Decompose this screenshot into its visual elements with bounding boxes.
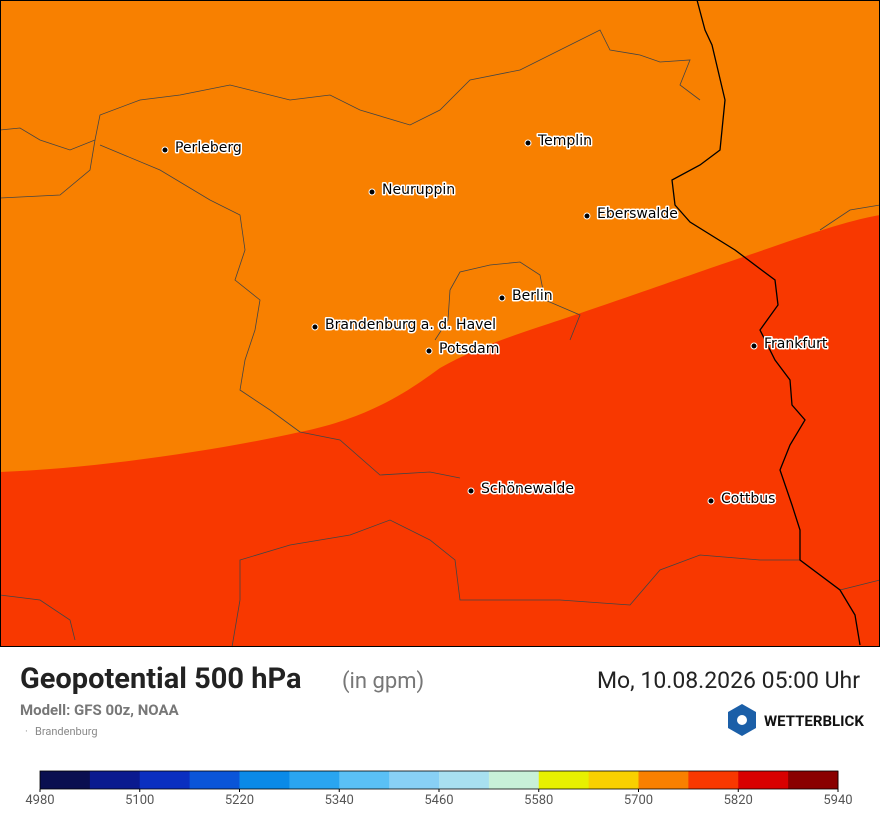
logo: WETTERBLICK	[728, 704, 864, 736]
colorbar-swatch	[738, 771, 789, 789]
colorbar-swatch	[638, 771, 689, 789]
colorbar-tick-label: 4980	[25, 793, 54, 808]
field-red	[0, 215, 880, 647]
colorbar-tick-label: 5340	[325, 793, 354, 808]
region: Brandenburg	[35, 725, 98, 738]
city-label: Templin	[537, 133, 592, 149]
model: Modell: GFS 00z, NOAA	[20, 701, 180, 719]
colorbar-tick-label: 5100	[125, 793, 154, 808]
city: Berlin	[498, 287, 554, 306]
city-dot	[524, 139, 532, 147]
colorbar-swatch	[439, 771, 490, 789]
colorbar-tick-label: 5820	[724, 793, 753, 808]
colorbar-swatch	[788, 771, 839, 789]
colorbar-swatch	[89, 771, 141, 789]
brand: WETTERBLICK	[764, 712, 864, 730]
city-label: Eberswalde	[597, 206, 678, 222]
city: Neuruppin	[368, 181, 457, 200]
city-dot	[707, 497, 715, 505]
city-label: Potsdam	[439, 341, 499, 357]
city-dot	[467, 487, 475, 495]
city-dot	[368, 188, 376, 196]
city: Templin	[524, 132, 593, 151]
colorbar-swatch	[239, 771, 290, 789]
cities: Perleberg Neuruppin Templin Eberswalde B…	[161, 132, 829, 509]
colorbar-tick-label: 5940	[823, 793, 852, 808]
colorbar-swatch	[688, 771, 739, 789]
colorbar-swatch	[189, 771, 240, 789]
map: Perleberg Neuruppin Templin Eberswalde B…	[0, 0, 880, 648]
city-dot	[583, 212, 591, 220]
city-label: Frankfurt	[764, 336, 828, 352]
city-label: Perleberg	[175, 140, 242, 156]
colorbar-swatch	[339, 771, 390, 789]
colorbar: 4980 5100 5220 5340 5460 5580 5700 5820 5940	[25, 770, 853, 808]
city-label: Brandenburg a. d. Havel	[325, 317, 496, 333]
city: Schönewalde	[467, 480, 575, 499]
colorbar-swatch	[538, 771, 590, 789]
city: Cottbus	[707, 490, 777, 509]
colorbar-swatch	[588, 771, 639, 789]
title: Geopotential 500 hPa	[20, 662, 302, 696]
bullet: ·	[25, 725, 28, 738]
city: Eberswalde	[583, 205, 679, 224]
colorbar-swatch	[389, 771, 440, 789]
city-label: Neuruppin	[382, 182, 455, 198]
national-border	[671, 0, 861, 646]
logo-sun	[737, 715, 747, 725]
city-label: Berlin	[512, 288, 553, 304]
footer: Geopotential 500 hPa (in gpm) Modell: GF…	[20, 662, 864, 808]
city: Brandenburg a. d. Havel	[311, 316, 497, 335]
datetime: Mo, 10.08.2026 05:00 Uhr	[597, 667, 860, 694]
district-border	[0, 204, 880, 648]
colorbar-swatch	[488, 771, 540, 789]
colorbar-swatch	[289, 771, 340, 789]
city-dot	[750, 342, 758, 350]
city: Frankfurt	[750, 335, 829, 354]
city-dot	[498, 294, 506, 302]
city-dot	[161, 146, 169, 154]
city-label: Cottbus	[721, 491, 775, 507]
colorbar-swatch	[40, 771, 91, 789]
colorbar-tick-label: 5580	[524, 793, 553, 808]
city-dot	[311, 323, 319, 331]
colorbar-tick-label: 5460	[424, 793, 453, 808]
city-dot	[425, 347, 433, 355]
colorbar-swatch	[139, 771, 191, 789]
city-label: Schönewalde	[481, 481, 574, 497]
unit: (in gpm)	[342, 669, 424, 694]
city: Potsdam	[425, 340, 501, 359]
city: Perleberg	[161, 139, 243, 158]
colorbar-tick-label: 5700	[624, 793, 653, 808]
colorbar-tick-label: 5220	[225, 793, 254, 808]
state-border	[0, 29, 701, 647]
